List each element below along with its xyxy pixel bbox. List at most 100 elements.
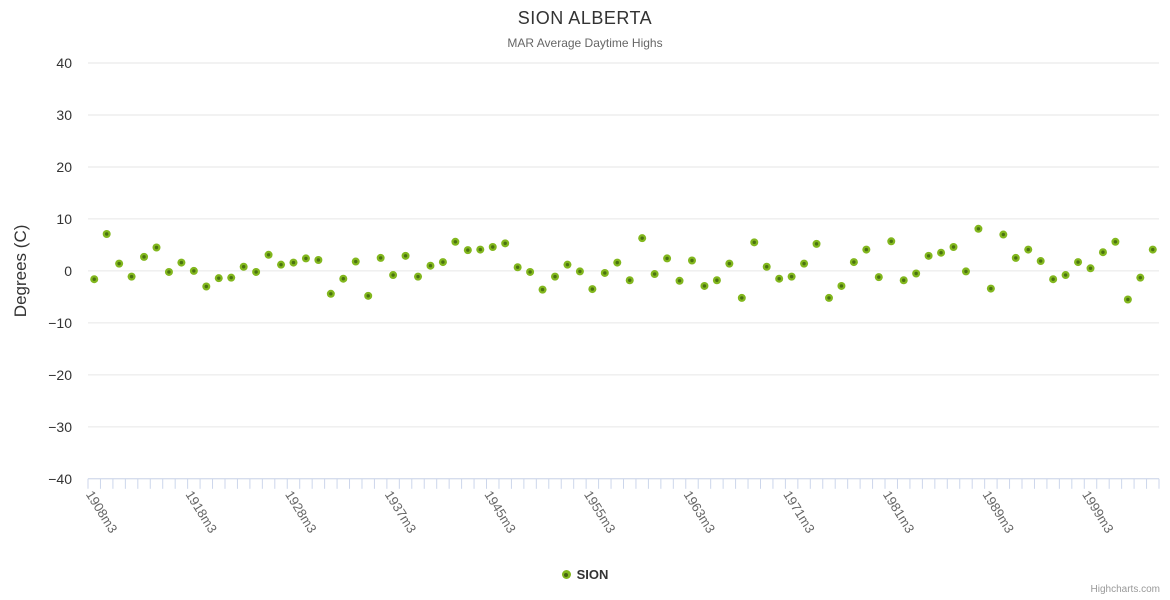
data-point[interactable]	[476, 245, 485, 254]
data-point[interactable]	[961, 267, 970, 276]
data-point-core-icon	[1113, 240, 1118, 244]
data-point[interactable]	[1036, 257, 1045, 266]
data-point[interactable]	[1111, 237, 1120, 246]
data-point[interactable]	[389, 271, 398, 280]
data-point[interactable]	[140, 252, 149, 261]
data-point[interactable]	[824, 293, 833, 302]
data-point[interactable]	[227, 273, 236, 282]
data-point-core-icon	[802, 261, 806, 266]
data-point[interactable]	[488, 242, 497, 251]
data-point[interactable]	[1024, 245, 1033, 254]
data-point[interactable]	[899, 276, 908, 285]
data-point[interactable]	[239, 262, 248, 271]
data-point[interactable]	[1086, 264, 1095, 273]
data-point[interactable]	[177, 258, 186, 267]
data-point-core-icon	[877, 275, 881, 279]
data-point[interactable]	[1074, 258, 1083, 267]
data-point[interactable]	[152, 243, 161, 252]
data-point-core-icon	[466, 248, 470, 252]
legend-item-sion[interactable]: SION	[561, 567, 608, 582]
data-point[interactable]	[999, 230, 1008, 239]
data-point-core-icon	[852, 260, 856, 264]
data-point[interactable]	[937, 248, 946, 257]
data-point[interactable]	[526, 267, 535, 276]
data-point-core-icon	[1101, 250, 1105, 254]
data-point[interactable]	[912, 269, 921, 278]
data-point[interactable]	[1049, 275, 1058, 284]
data-point[interactable]	[301, 254, 310, 263]
highcharts-credits-link[interactable]: Highcharts.com	[1090, 584, 1160, 595]
data-point[interactable]	[189, 266, 198, 275]
data-point[interactable]	[314, 255, 323, 264]
data-point[interactable]	[1061, 271, 1070, 280]
data-point[interactable]	[451, 237, 460, 246]
data-point[interactable]	[252, 267, 261, 276]
data-point[interactable]	[551, 272, 560, 281]
data-point[interactable]	[339, 274, 348, 283]
data-point[interactable]	[887, 237, 896, 246]
data-point[interactable]	[862, 245, 871, 254]
data-point[interactable]	[1011, 253, 1020, 262]
data-point[interactable]	[214, 274, 223, 283]
data-point[interactable]	[376, 253, 385, 262]
data-point[interactable]	[438, 258, 447, 267]
data-point[interactable]	[414, 272, 423, 281]
data-point[interactable]	[725, 259, 734, 268]
data-point[interactable]	[1123, 295, 1132, 304]
data-point[interactable]	[202, 282, 211, 291]
data-point[interactable]	[650, 270, 659, 279]
data-point[interactable]	[102, 229, 111, 238]
data-point[interactable]	[613, 258, 622, 267]
data-point[interactable]	[563, 260, 572, 269]
data-point[interactable]	[575, 267, 584, 276]
data-point[interactable]	[700, 281, 709, 290]
data-point[interactable]	[924, 251, 933, 260]
data-point[interactable]	[986, 284, 995, 293]
data-point[interactable]	[737, 293, 746, 302]
data-point-core-icon	[765, 265, 769, 269]
data-point[interactable]	[264, 250, 273, 259]
data-point[interactable]	[849, 258, 858, 267]
data-point[interactable]	[1136, 273, 1145, 282]
data-point[interactable]	[326, 289, 335, 298]
data-point[interactable]	[538, 285, 547, 294]
data-point[interactable]	[687, 256, 696, 265]
data-point[interactable]	[663, 254, 672, 263]
data-point-core-icon	[354, 259, 358, 264]
data-point[interactable]	[426, 261, 435, 270]
data-point[interactable]	[600, 268, 609, 277]
x-axis-label: 1989m3	[980, 488, 1018, 536]
data-point[interactable]	[762, 262, 771, 271]
data-point[interactable]	[364, 291, 373, 300]
data-point[interactable]	[463, 246, 472, 255]
data-point[interactable]	[115, 259, 124, 268]
data-point-core-icon	[266, 253, 271, 257]
data-point[interactable]	[277, 260, 286, 269]
data-point[interactable]	[289, 258, 298, 267]
data-point[interactable]	[164, 267, 173, 276]
data-point[interactable]	[712, 276, 721, 285]
data-point[interactable]	[775, 274, 784, 283]
data-point[interactable]	[401, 251, 410, 260]
data-point[interactable]	[1148, 245, 1157, 254]
data-point[interactable]	[625, 276, 634, 285]
y-axis-label: 0	[64, 263, 72, 279]
data-point[interactable]	[837, 281, 846, 290]
data-point[interactable]	[800, 259, 809, 268]
data-point[interactable]	[750, 238, 759, 247]
data-point[interactable]	[513, 263, 522, 272]
data-point[interactable]	[812, 239, 821, 248]
data-point[interactable]	[127, 272, 136, 281]
data-point[interactable]	[949, 242, 958, 251]
data-point[interactable]	[501, 239, 510, 248]
data-point[interactable]	[90, 275, 99, 284]
data-point-core-icon	[104, 232, 109, 236]
data-point[interactable]	[588, 285, 597, 294]
data-point[interactable]	[675, 276, 684, 285]
data-point[interactable]	[974, 224, 983, 233]
data-point[interactable]	[1098, 248, 1107, 257]
data-point[interactable]	[351, 257, 360, 266]
data-point[interactable]	[787, 272, 796, 281]
data-point[interactable]	[874, 273, 883, 282]
data-point[interactable]	[638, 234, 647, 243]
